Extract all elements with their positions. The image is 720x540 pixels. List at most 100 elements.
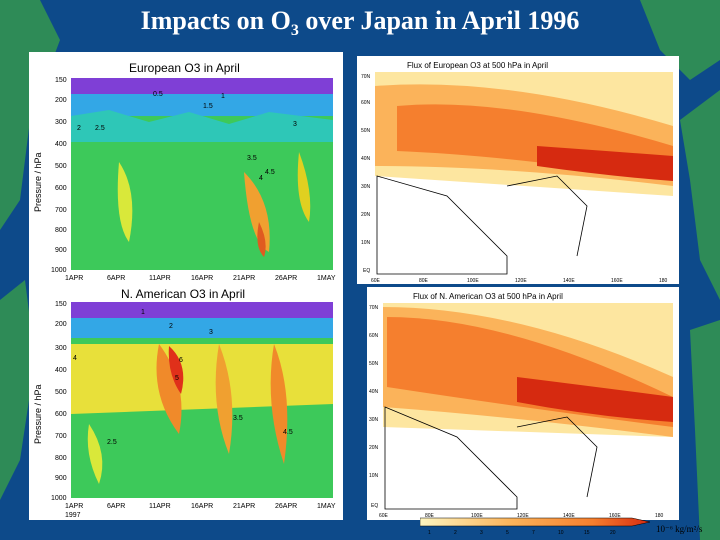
colorbar-tick: 20 bbox=[610, 530, 616, 536]
lat-tick: 10N bbox=[361, 240, 371, 246]
colorbar-tick: 2 bbox=[454, 530, 457, 536]
contour-label: 0.5 bbox=[153, 91, 163, 98]
xtick: 26APR bbox=[275, 275, 297, 282]
na-flux-title: Flux of N. American O3 at 500 hPa in Apr… bbox=[413, 292, 563, 301]
lon-tick: 80E bbox=[425, 513, 435, 519]
lat-tick: 20N bbox=[361, 212, 371, 218]
contour-label: 2.5 bbox=[107, 439, 117, 446]
lat-tick: EQ bbox=[371, 503, 378, 509]
lat-tick: 30N bbox=[369, 417, 379, 423]
eu-profile-panel: European O3 in April Pressure / hPa 150 … bbox=[29, 52, 343, 284]
ytick: 800 bbox=[55, 455, 67, 462]
contour-label: 1 bbox=[221, 93, 225, 100]
xtick: 11APR bbox=[149, 503, 171, 510]
xtick: 16APR bbox=[191, 503, 213, 510]
eu-flux-panel: Flux of European O3 at 500 hPa in April … bbox=[357, 56, 679, 284]
lon-tick: 160E bbox=[609, 513, 621, 519]
eu-profile-xticks: 1APR 6APR 11APR 16APR 21APR 26APR 1MAY bbox=[65, 275, 336, 282]
eu-profile-yticks: 150 200 300 400 500 600 700 800 900 1000 bbox=[51, 77, 67, 274]
ytick: 150 bbox=[55, 77, 67, 84]
lon-tick: 180 bbox=[659, 278, 668, 284]
na-flux-lat-ticks: 70N 60N 50N 40N 30N 20N 10N EQ bbox=[369, 305, 379, 509]
ytick: 300 bbox=[55, 345, 67, 352]
xtick: 21APR bbox=[233, 275, 255, 282]
na-profile-yticks: 150 200 300 400 500 600 700 800 900 1000 bbox=[51, 301, 67, 502]
year-label: 1997 bbox=[65, 512, 81, 519]
na-profile-ylabel: Pressure / hPa bbox=[33, 384, 43, 444]
contour-label: 4.5 bbox=[283, 429, 293, 436]
lon-tick: 120E bbox=[515, 278, 527, 284]
lat-tick: EQ bbox=[363, 268, 370, 274]
xtick: 1MAY bbox=[317, 503, 336, 510]
ytick: 500 bbox=[55, 389, 67, 396]
ytick: 500 bbox=[55, 163, 67, 170]
lon-tick: 80E bbox=[419, 278, 429, 284]
lat-tick: 50N bbox=[361, 128, 371, 134]
contour-label: 5 bbox=[175, 375, 179, 382]
ytick: 300 bbox=[55, 119, 67, 126]
contour-label: 6 bbox=[179, 357, 183, 364]
xtick: 16APR bbox=[191, 275, 213, 282]
na-flux-panel: Flux of N. American O3 at 500 hPa in Apr… bbox=[367, 287, 679, 520]
lon-tick: 120E bbox=[517, 513, 529, 519]
contour-label: 2 bbox=[77, 125, 81, 132]
xtick: 11APR bbox=[149, 275, 171, 282]
xtick: 6APR bbox=[107, 275, 125, 282]
contour-label: 3 bbox=[293, 121, 297, 128]
colorbar-tick: 15 bbox=[584, 530, 590, 536]
lat-tick: 30N bbox=[361, 184, 371, 190]
ytick: 900 bbox=[55, 247, 67, 254]
lat-tick: 50N bbox=[369, 361, 379, 367]
contour-label: 3.5 bbox=[233, 415, 243, 422]
ytick: 600 bbox=[55, 411, 67, 418]
contour-label: 4 bbox=[259, 175, 263, 182]
lat-tick: 70N bbox=[361, 74, 371, 80]
xtick: 1APR bbox=[65, 275, 83, 282]
xtick: 1MAY bbox=[317, 275, 336, 282]
lon-tick: 180 bbox=[655, 513, 664, 519]
lon-tick: 160E bbox=[611, 278, 623, 284]
na-flux-lon-ticks: 60E 80E 100E 120E 140E 160E 180 bbox=[379, 513, 664, 519]
eu-flux-lon-ticks: 60E 80E 100E 120E 140E 160E 180 bbox=[371, 278, 668, 284]
xtick: 26APR bbox=[275, 503, 297, 510]
xtick: 6APR bbox=[107, 503, 125, 510]
contour-label: 4.5 bbox=[265, 169, 275, 176]
colorbar-unit: 10⁻⁶ kg/m²/s bbox=[656, 524, 703, 534]
ytick: 1000 bbox=[51, 267, 67, 274]
ytick: 700 bbox=[55, 433, 67, 440]
lat-tick: 60N bbox=[361, 100, 371, 106]
lat-tick: 10N bbox=[369, 473, 379, 479]
na-profile-contour-labels: 1 2 3 4 5 6 2.5 3.5 4.5 bbox=[73, 309, 293, 446]
colorbar-tick: 10 bbox=[558, 530, 564, 536]
ytick: 400 bbox=[55, 367, 67, 374]
eu-profile-ylabel: Pressure / hPa bbox=[33, 152, 43, 212]
colorbar-tick: 5 bbox=[506, 530, 509, 536]
lon-tick: 140E bbox=[563, 513, 575, 519]
ytick: 1000 bbox=[51, 495, 67, 502]
contour-label: 2 bbox=[169, 323, 173, 330]
contour-label: 1.5 bbox=[203, 103, 213, 110]
xtick: 21APR bbox=[233, 503, 255, 510]
colorbar-tick: 3 bbox=[480, 530, 483, 536]
contour-label: 3.5 bbox=[247, 155, 257, 162]
lon-tick: 60E bbox=[379, 513, 389, 519]
lat-tick: 20N bbox=[369, 445, 379, 451]
lon-tick: 60E bbox=[371, 278, 381, 284]
na-profile-title: N. American O3 in April bbox=[121, 287, 245, 301]
contour-label: 2.5 bbox=[95, 125, 105, 132]
colorbar-tick: 7 bbox=[532, 530, 535, 536]
lat-tick: 70N bbox=[369, 305, 379, 311]
ytick: 600 bbox=[55, 185, 67, 192]
xtick: 1APR bbox=[65, 503, 83, 510]
na-profile-panel: N. American O3 in April Pressure / hPa 1… bbox=[29, 284, 343, 520]
colorbar: 1 2 3 5 7 10 15 20 bbox=[420, 517, 651, 536]
lon-tick: 140E bbox=[563, 278, 575, 284]
ytick: 800 bbox=[55, 227, 67, 234]
eu-flux-lat-ticks: 70N 60N 50N 40N 30N 20N 10N EQ bbox=[361, 74, 371, 274]
eu-profile-contour-labels: 0.5 1 1.5 2 2.5 3 3.5 4 4.5 bbox=[77, 91, 297, 182]
contour-label: 1 bbox=[141, 309, 145, 316]
lat-tick: 60N bbox=[369, 333, 379, 339]
lat-tick: 40N bbox=[369, 389, 379, 395]
contour-label: 3 bbox=[209, 329, 213, 336]
ytick: 150 bbox=[55, 301, 67, 308]
